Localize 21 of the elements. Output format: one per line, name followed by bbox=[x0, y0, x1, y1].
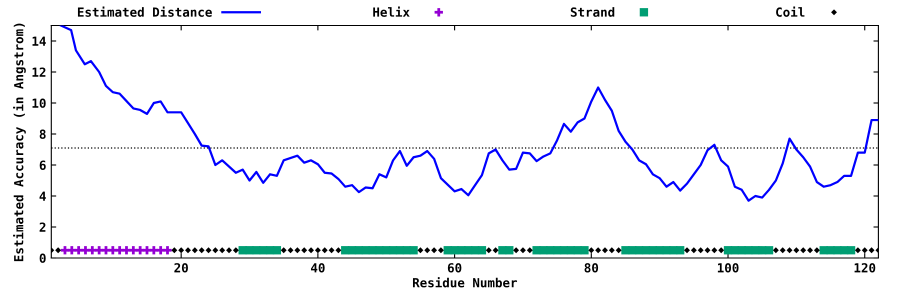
y-tick-label: 0 bbox=[40, 253, 46, 263]
legend-label: Coil bbox=[776, 6, 804, 17]
y-tick-label: 4 bbox=[40, 192, 46, 201]
x-tick-label: 20 bbox=[174, 263, 188, 273]
x-tick-label: 40 bbox=[310, 263, 325, 273]
x-tick-label: 60 bbox=[448, 263, 462, 273]
x-axis-title: Residue Number bbox=[412, 277, 518, 288]
y-tick-label: 8 bbox=[40, 129, 46, 139]
y-tick-label: 6 bbox=[40, 160, 46, 170]
y-tick-label: 12 bbox=[32, 67, 46, 77]
x-tick-label: 120 bbox=[854, 263, 876, 273]
x-tick-label: 100 bbox=[718, 263, 739, 273]
y-tick-label: 14 bbox=[32, 36, 46, 46]
legend-label: Estimated Distance bbox=[78, 6, 212, 17]
legend-label: Helix bbox=[373, 6, 410, 17]
x-tick-label: 80 bbox=[584, 263, 598, 273]
y-axis-title: Estimated Accuracy (in Angstrom) bbox=[13, 24, 26, 262]
y-tick-label: 2 bbox=[40, 222, 46, 232]
line-series bbox=[60, 26, 878, 202]
y-tick-label: 10 bbox=[32, 98, 46, 108]
legend-label: Strand bbox=[570, 7, 614, 17]
